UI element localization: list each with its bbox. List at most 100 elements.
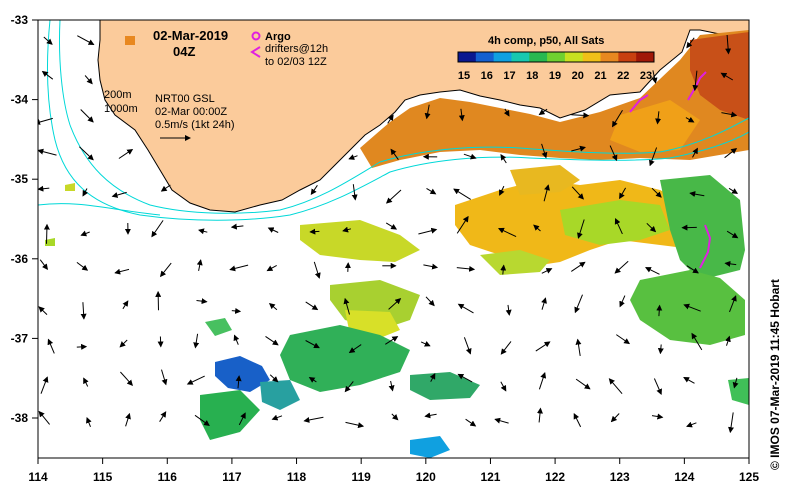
- current-arrow-icon: [47, 338, 55, 354]
- colorbar-title: 4h comp, p50, All Sats: [488, 35, 604, 47]
- current-arrow-icon: [456, 215, 469, 234]
- current-arrow-icon: [161, 369, 168, 386]
- current-arrow-icon: [686, 37, 695, 49]
- current-arrow-icon: [111, 191, 127, 198]
- current-arrow-icon: [388, 380, 395, 392]
- current-arrow-icon: [424, 104, 431, 120]
- current-arrow-icon: [571, 145, 586, 152]
- map-date: 02-Mar-2019: [153, 28, 228, 43]
- lon-tick-label: 120: [416, 470, 436, 484]
- colorbar-tick-label: 16: [481, 70, 493, 82]
- current-arrow-icon: [305, 301, 319, 311]
- current-arrow-icon: [535, 341, 551, 352]
- current-arrow-icon: [159, 262, 172, 278]
- current-arrow-icon: [503, 108, 510, 117]
- colorbar-tick-label: 15: [458, 70, 470, 82]
- argo-legend: Argo: [251, 31, 291, 43]
- current-arrow-icon: [611, 109, 623, 128]
- current-arrow-icon: [80, 230, 90, 237]
- colorbar-segment: [458, 52, 477, 62]
- current-arrow-icon: [303, 416, 324, 423]
- current-arrow-icon: [645, 267, 660, 275]
- current-arrow-icon: [575, 338, 582, 356]
- current-arrow-icon: [494, 417, 509, 424]
- lat-tick-label: -35: [11, 172, 29, 186]
- drifter-legend: drifters@12h to 02/03 12Z: [250, 43, 328, 68]
- current-arrow-icon: [463, 153, 477, 160]
- current-arrow-icon: [43, 223, 50, 244]
- current-arrow-icon: [500, 381, 507, 392]
- current-arrow-icon: [686, 421, 697, 428]
- current-arrow-icon: [423, 263, 439, 270]
- current-arrow-icon: [196, 259, 203, 271]
- current-arrow-icon: [463, 337, 472, 355]
- current-arrow-icon: [571, 186, 584, 200]
- current-arrow-icon: [125, 412, 131, 427]
- current-arrow-icon: [732, 377, 739, 389]
- current-arrow-icon: [609, 145, 618, 162]
- current-arrow-icon: [692, 147, 698, 158]
- colorbar-tick-label: 20: [572, 70, 584, 82]
- current-arrow-icon: [541, 268, 553, 274]
- lat-tick-label: -36: [11, 252, 29, 266]
- current-arrow-icon: [725, 335, 731, 346]
- sst-patch: [480, 250, 550, 275]
- current-arrow-icon: [651, 187, 662, 198]
- colorbar-segment: [511, 52, 530, 62]
- drifter-track: [629, 94, 649, 113]
- current-scale-label: 0.5m/s (1kt 24h): [155, 119, 234, 131]
- sst-patch: [260, 380, 300, 410]
- current-arrow-icon: [541, 143, 548, 159]
- current-arrow-icon: [497, 227, 517, 238]
- current-arrow-icon: [310, 185, 318, 196]
- sst-patch: [215, 356, 270, 392]
- colorbar-frame: [457, 51, 655, 63]
- sst-patch: [660, 175, 745, 280]
- colorbar: [457, 51, 655, 63]
- current-arrow-icon: [84, 75, 93, 85]
- drifter-track: [687, 71, 707, 101]
- current-arrow-icon: [533, 224, 541, 232]
- current-arrow-icon: [229, 264, 249, 272]
- current-arrow-icon: [729, 295, 737, 313]
- current-arrow-icon: [159, 411, 167, 422]
- longitude-axis: 114 115 116 117 118 119 120 121 122 123 124 125: [28, 458, 759, 484]
- current-arrow-icon: [38, 410, 50, 425]
- argo-symbol-icon: [251, 31, 261, 41]
- current-arrow-icon: [38, 148, 57, 156]
- colorbar-segment: [529, 52, 548, 62]
- current-arrow-icon: [342, 226, 352, 233]
- altimetry-label: NRT00 GSL: [155, 93, 215, 105]
- current-arrow-icon: [265, 335, 279, 346]
- lon-tick-label: 115: [93, 470, 113, 484]
- colorbar-segment: [475, 52, 495, 62]
- current-arrow-icon: [499, 185, 505, 196]
- colorbar-segment: [582, 52, 602, 62]
- current-arrow-icon: [577, 219, 585, 239]
- current-arrow-icon: [574, 294, 583, 314]
- colorbar-ticks: 15 16 17 18 19 20 21 22 23: [458, 70, 652, 82]
- current-arrow-icon: [120, 371, 133, 386]
- lon-tick-label: 114: [28, 470, 48, 484]
- current-arrow-icon: [541, 297, 547, 310]
- lon-tick-label: 119: [352, 470, 372, 484]
- current-arrow-icon: [691, 332, 703, 351]
- current-arrow-icon: [118, 148, 134, 159]
- altimetry-time: 02-Mar 00:00Z: [155, 106, 227, 118]
- current-arrow-icon: [651, 70, 658, 84]
- current-arrow-icon: [193, 333, 200, 349]
- colorbar-tick-label: 23: [640, 70, 652, 82]
- current-arrow-icon: [685, 116, 695, 123]
- current-arrow-icon: [114, 268, 130, 275]
- current-arrow-icon: [38, 117, 53, 125]
- current-arrow-icon: [614, 260, 629, 274]
- current-arrows: [38, 34, 739, 434]
- drifters-label: drifters@12h: [265, 43, 328, 55]
- current-arrow-icon: [77, 35, 95, 45]
- colorbar-segment: [600, 52, 619, 62]
- current-arrow-icon: [538, 108, 548, 116]
- lon-tick-label: 124: [674, 470, 694, 484]
- current-arrow-icon: [614, 217, 623, 235]
- current-arrow-icon: [425, 296, 435, 307]
- sst-patch: [205, 318, 232, 336]
